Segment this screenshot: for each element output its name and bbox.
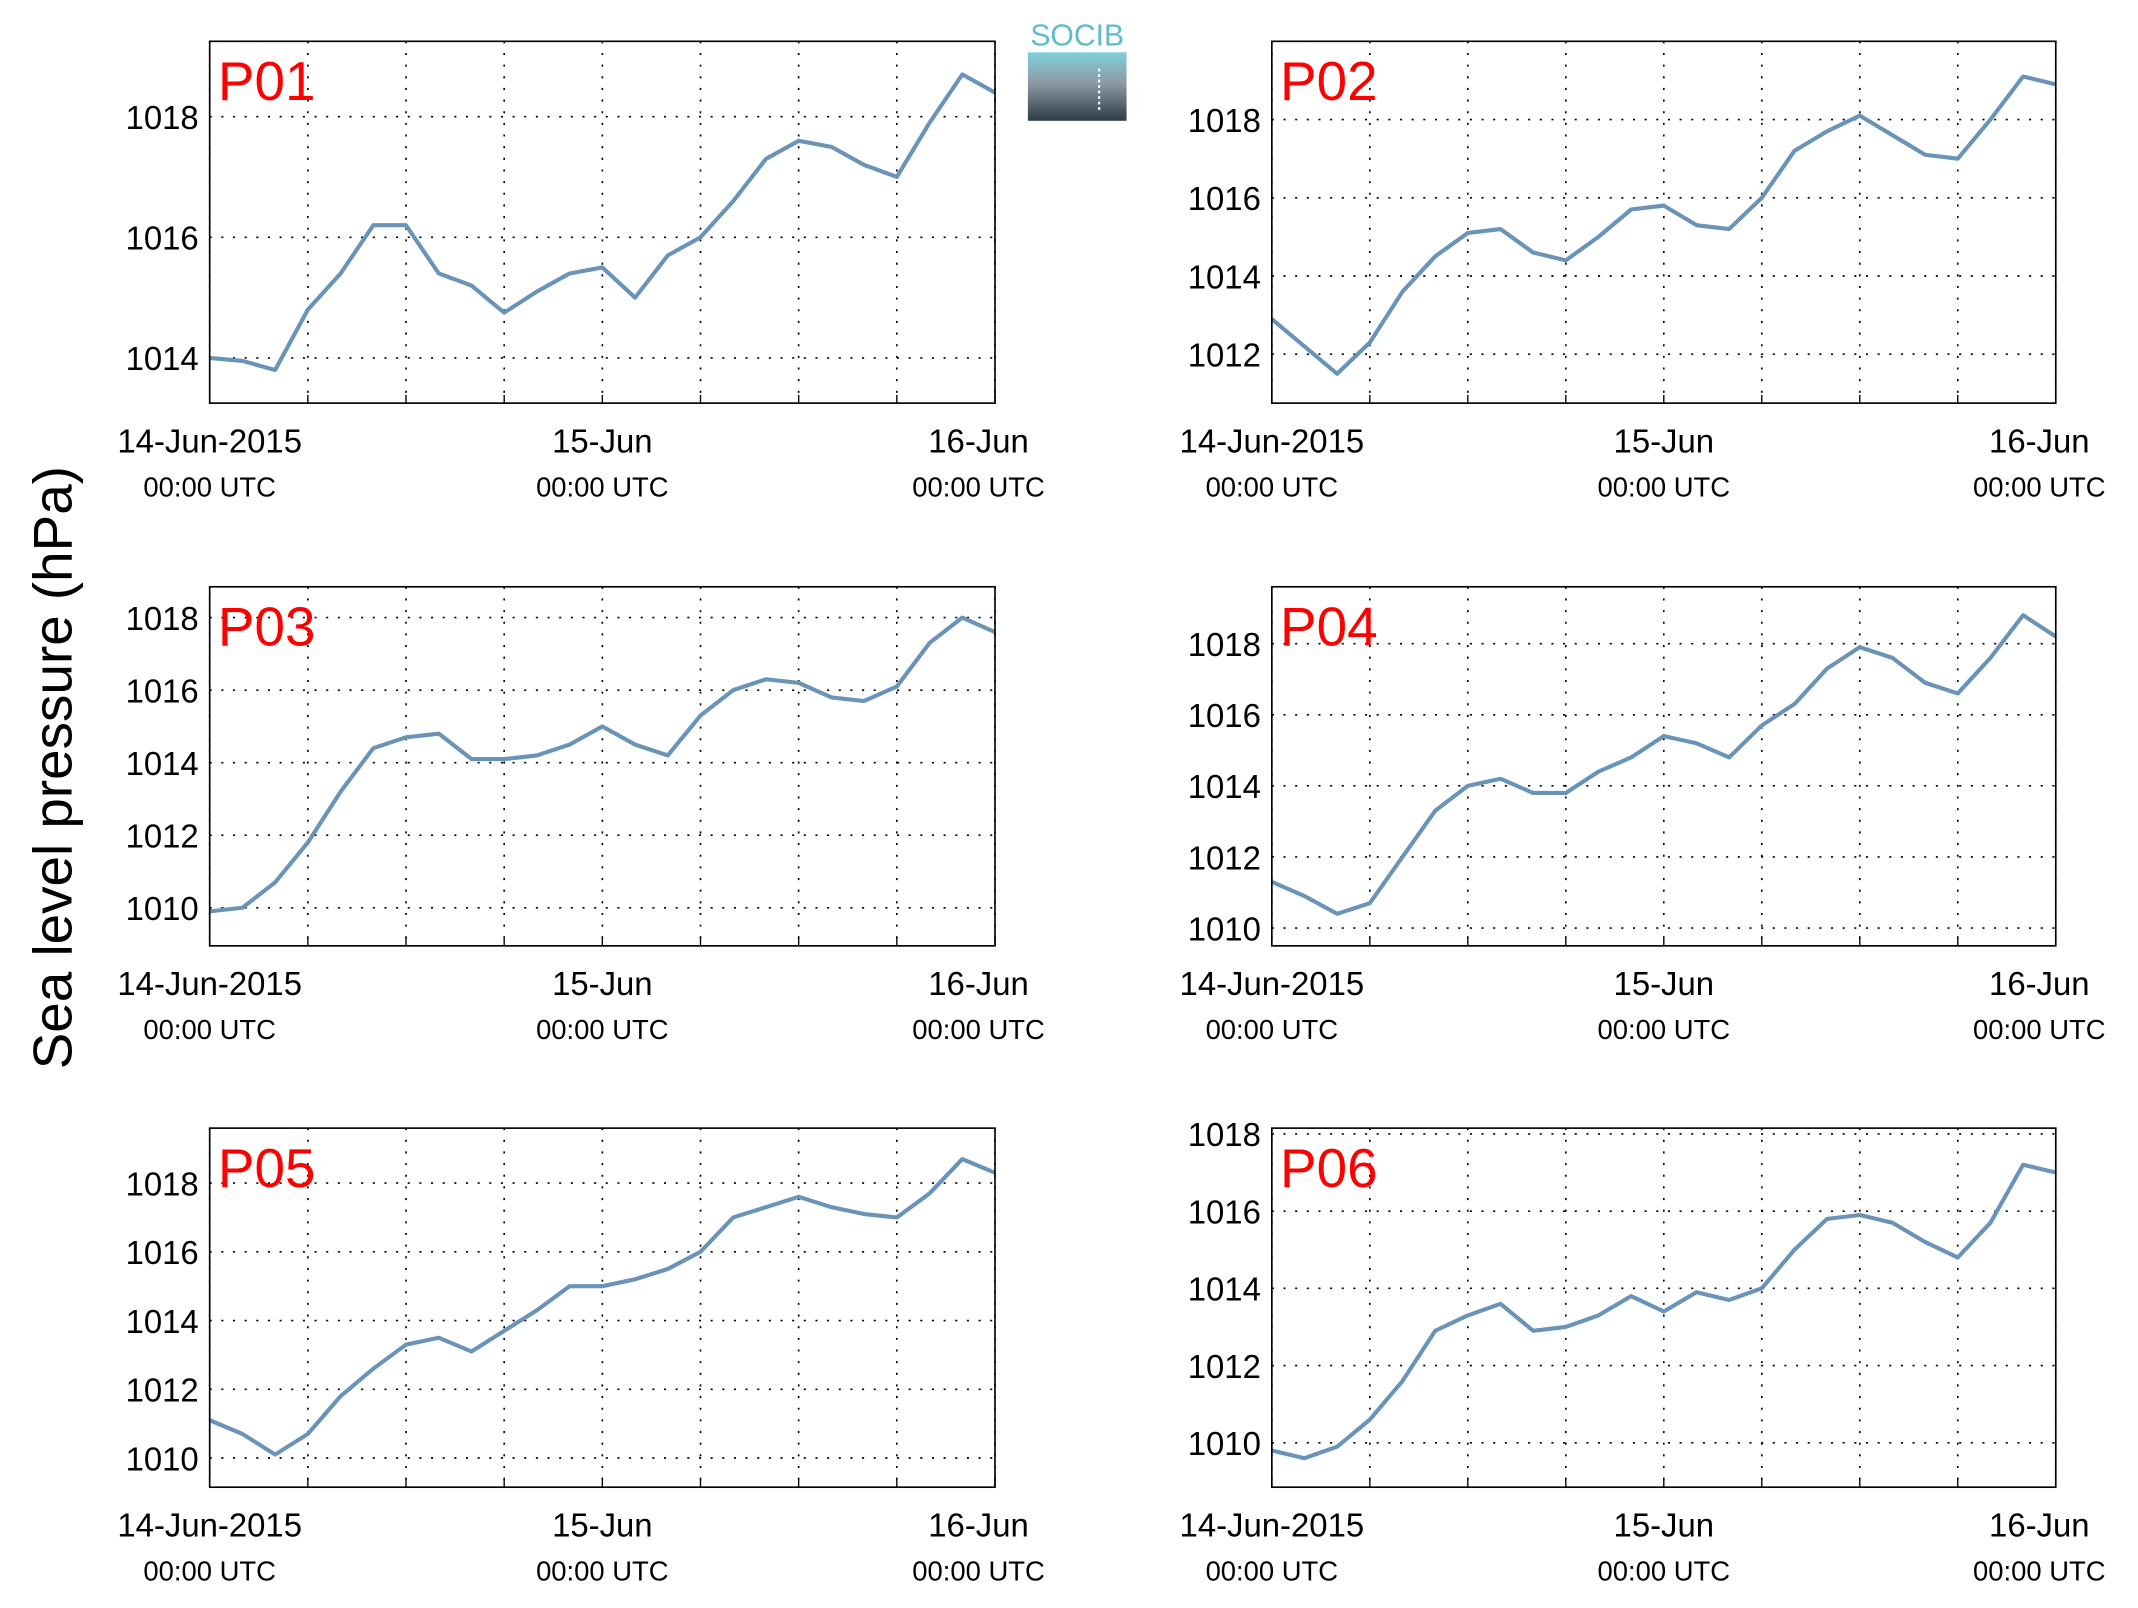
y-tick-label: 1010: [126, 1440, 199, 1477]
y-tick-label: 1012: [1188, 337, 1261, 374]
subplot-title: P02: [1280, 50, 1378, 112]
data-line: [208, 1156, 996, 1457]
x-tick-sublabel: 00:00 UTC: [1206, 471, 1339, 502]
x-tick-label: 15-Jun: [552, 1507, 653, 1544]
y-tick-label: 1016: [1188, 697, 1261, 734]
subplot-title: P04: [1280, 596, 1378, 658]
x-tick-sublabel: 00:00 UTC: [1206, 1555, 1339, 1586]
x-tick-sublabel: 00:00 UTC: [1598, 471, 1731, 502]
logo-text: SOCIB: [1030, 19, 1124, 52]
x-tick-sublabel: 00:00 UTC: [912, 1014, 1045, 1045]
y-tick-label: 1018: [1188, 1116, 1261, 1153]
x-tick-label: 15-Jun: [1614, 965, 1715, 1002]
x-tick-label: 14-Jun-2015: [117, 1507, 302, 1544]
data-line: [1270, 74, 2057, 376]
x-tick-label: 14-Jun-2015: [117, 965, 302, 1002]
x-tick-label: 14-Jun-2015: [1180, 1507, 1365, 1544]
subplot: 1012 1014 1016 1018 14-Jun-2015 00:00 UTC 15-J…: [1180, 40, 2106, 502]
logo: SOCIB: [1027, 19, 1127, 121]
data-line: [1271, 613, 2057, 916]
x-tick-label: 14-Jun-2015: [117, 422, 302, 459]
x-tick-label: 16-Jun: [1989, 422, 2090, 459]
x-tick-label: 15-Jun: [552, 965, 653, 1002]
data-line: [1271, 1162, 2057, 1461]
subplot: 1010 1012 1014 1016 1018 14-Jun-2015 00:00 UTC…: [1180, 585, 2106, 1045]
subplot: 1010 1012 1014 1016 1018 14-Jun-2015 00:00 UTC…: [117, 1127, 1045, 1586]
x-tick-sublabel: 00:00 UTC: [1973, 1014, 2106, 1045]
axes-frame: [208, 1127, 996, 1489]
y-tick-label: 1018: [1188, 626, 1261, 663]
subplot-title: P03: [218, 596, 316, 658]
y-tick-label: 1018: [126, 600, 199, 637]
y-tick-label: 1012: [1188, 1348, 1261, 1385]
x-tick-sublabel: 00:00 UTC: [1973, 1555, 2106, 1586]
x-tick-sublabel: 00:00 UTC: [143, 471, 276, 502]
y-tick-label: 1016: [126, 672, 199, 709]
y-tick-label: 1014: [126, 745, 199, 782]
x-tick-label: 15-Jun: [1614, 422, 1715, 459]
subplot-title: P06: [1280, 1137, 1378, 1199]
y-tick-label: 1014: [1188, 258, 1261, 295]
y-tick-label: 1018: [126, 1165, 199, 1202]
y-tick-label: 1012: [126, 818, 199, 855]
subplot: 1014 1016 1018 14-Jun-2015 00:00 UTC 15-Jun 00…: [117, 40, 1045, 502]
y-tick-label: 1016: [1188, 180, 1261, 217]
y-tick-label: 1010: [1188, 910, 1261, 947]
y-tick-label: 1014: [126, 340, 199, 377]
y-tick-label: 1016: [126, 220, 199, 257]
y-tick-label: 1012: [126, 1372, 199, 1409]
y-tick-label: 1010: [1188, 1425, 1261, 1462]
y-tick-label: 1014: [126, 1303, 199, 1340]
data-line: [209, 72, 996, 373]
x-tick-label: 16-Jun: [928, 422, 1029, 459]
x-tick-sublabel: 00:00 UTC: [912, 1555, 1045, 1586]
x-tick-label: 16-Jun: [1989, 1507, 2090, 1544]
x-tick-label: 14-Jun-2015: [1180, 422, 1365, 459]
axes-frame: [1271, 1127, 2057, 1489]
subplot: 1010 1012 1014 1016 1018 14-Jun-2015 00:00 UTC…: [117, 585, 1045, 1045]
y-axis-label: Sea level pressure (hPa): [21, 466, 83, 1069]
x-tick-label: 16-Jun: [928, 965, 1029, 1002]
y-tick-label: 1014: [1188, 1271, 1261, 1308]
y-tick-label: 1010: [126, 890, 199, 927]
axes-frame: [1271, 585, 2057, 947]
x-tick-sublabel: 00:00 UTC: [1206, 1014, 1339, 1045]
x-tick-sublabel: 00:00 UTC: [1598, 1555, 1731, 1586]
logo-box: [1027, 52, 1127, 121]
axes-frame: [1271, 40, 2057, 404]
x-tick-label: 14-Jun-2015: [1180, 965, 1365, 1002]
x-tick-label: 16-Jun: [1989, 965, 2090, 1002]
subplot-title: P05: [218, 1137, 316, 1199]
x-tick-sublabel: 00:00 UTC: [536, 1555, 669, 1586]
subplot-title: P01: [218, 50, 316, 112]
y-tick-label: 1018: [1188, 102, 1261, 139]
subplot: 1010 1012 1014 1016 1018 14-Jun-2015 00:00 UTC…: [1180, 1116, 2106, 1586]
y-tick-label: 1016: [1188, 1193, 1261, 1230]
y-tick-label: 1014: [1188, 768, 1261, 805]
x-tick-label: 15-Jun: [1614, 1507, 1715, 1544]
y-tick-label: 1016: [126, 1234, 199, 1271]
x-tick-sublabel: 00:00 UTC: [143, 1555, 276, 1586]
x-tick-sublabel: 00:00 UTC: [536, 1014, 669, 1045]
x-tick-sublabel: 00:00 UTC: [1598, 1014, 1731, 1045]
data-line: [209, 615, 996, 914]
axes-frame: [208, 40, 996, 404]
x-tick-label: 15-Jun: [552, 422, 653, 459]
x-tick-sublabel: 00:00 UTC: [912, 471, 1045, 502]
x-tick-sublabel: 00:00 UTC: [143, 1014, 276, 1045]
y-tick-label: 1012: [1188, 839, 1261, 876]
axes-frame: [208, 585, 996, 947]
x-tick-sublabel: 00:00 UTC: [1973, 471, 2106, 502]
x-tick-label: 16-Jun: [928, 1507, 1029, 1544]
y-tick-label: 1018: [126, 99, 199, 136]
x-tick-sublabel: 00:00 UTC: [536, 471, 669, 502]
